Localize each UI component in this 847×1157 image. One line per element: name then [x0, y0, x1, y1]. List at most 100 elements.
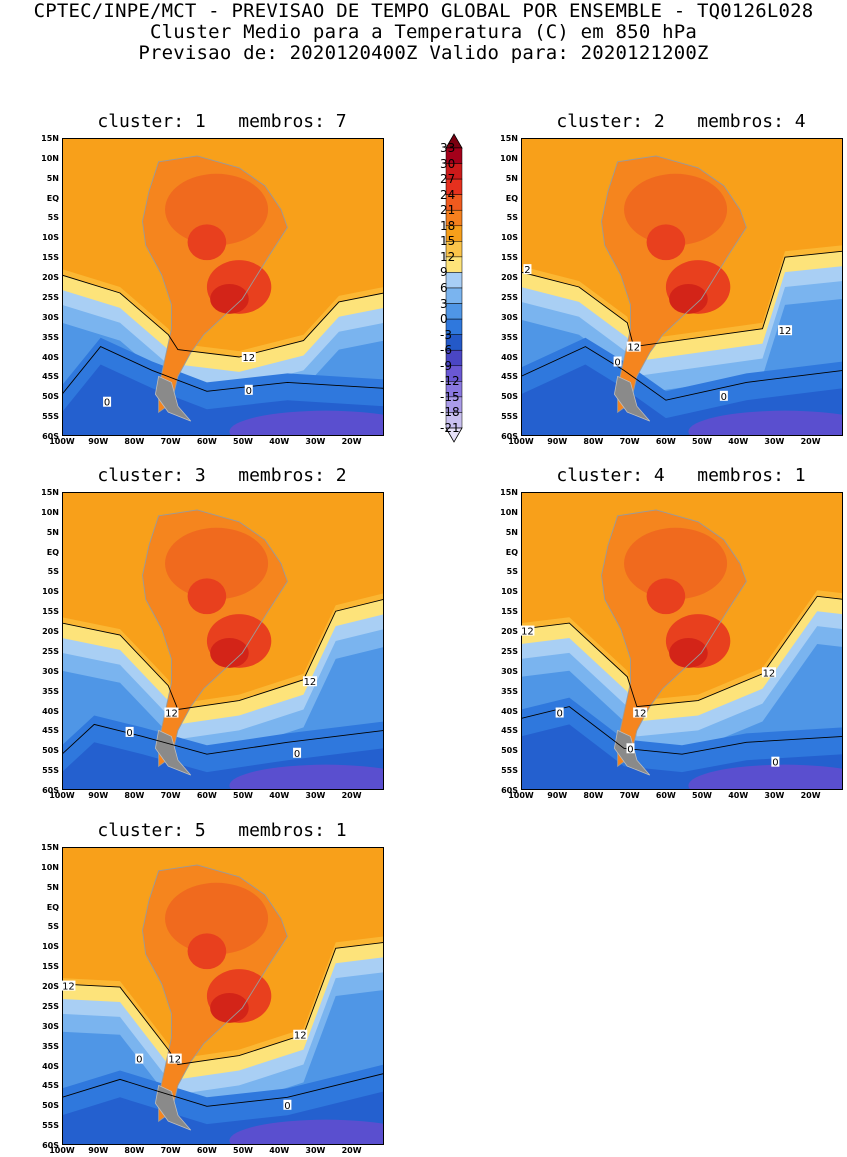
lat-label: 15N [41, 488, 59, 497]
contour-label-bg [135, 1053, 144, 1064]
lat-label: 5S [506, 567, 518, 577]
contour-label: 12 [304, 677, 317, 688]
contour-label-bg [626, 341, 641, 352]
temperature-map: 12 12 2 0 0 [521, 138, 843, 436]
lon-label: 40W [269, 437, 290, 446]
contour-label-bg [283, 1099, 292, 1110]
lat-label: 55S [42, 412, 59, 422]
lon-label: 20W [341, 791, 362, 800]
contour-label-bg [293, 747, 302, 758]
lat-label: 25S [42, 1001, 59, 1011]
lat-label: 10S [42, 587, 59, 597]
contour-label: 0 [614, 358, 620, 369]
lat-label: 40S [42, 1061, 59, 1071]
contour-label-bg [241, 352, 256, 363]
lat-label: 15N [500, 134, 518, 143]
lat-label: 5N [46, 527, 59, 537]
lat-label: 30S [501, 666, 518, 676]
contour-label-bg [103, 396, 112, 407]
lat-label: 15S [42, 253, 59, 263]
lat-label: 30S [42, 666, 59, 676]
lat-label: 40S [42, 352, 59, 362]
lon-label: 60W [196, 791, 217, 800]
lon-label: 40W [728, 791, 749, 800]
colorbar-level: 12 [440, 249, 456, 264]
lat-label: 20S [501, 273, 518, 283]
lat-label: 10N [500, 153, 518, 163]
lat-label: 5N [505, 527, 518, 537]
lon-label: 70W [160, 1146, 181, 1155]
lat-label: EQ [46, 193, 59, 203]
colorbar-level: 24 [440, 187, 456, 202]
contour-label-bg [771, 756, 780, 767]
lat-label: 10S [42, 942, 59, 952]
contour-label: 0 [126, 728, 132, 739]
lat-label: 50S [42, 746, 59, 756]
contour-label-bg [125, 726, 134, 737]
lat-label: 15S [42, 607, 59, 617]
contour-label: 12 [627, 343, 640, 354]
colorbar-scale [445, 133, 463, 443]
lon-label: 80W [124, 437, 145, 446]
lon-label: 60W [655, 437, 676, 446]
lat-label: 55S [501, 412, 518, 422]
lat-label: 55S [42, 1121, 59, 1131]
temperature-map: 12 12 0 0 [62, 492, 384, 790]
lon-label: 90W [88, 791, 109, 800]
lat-label: 50S [42, 392, 59, 402]
lon-label: 80W [583, 437, 604, 446]
lat-label: 25S [501, 646, 518, 656]
lon-label: 100W [49, 437, 75, 446]
contour-label: 12 [634, 709, 647, 720]
lat-label: 25S [42, 292, 59, 302]
contour-label: 0 [294, 749, 300, 760]
lat-label: 15S [42, 962, 59, 972]
colorbar-level: 6 [440, 281, 448, 295]
contour-label-bg [613, 356, 622, 367]
lon-label: 30W [305, 437, 326, 446]
lon-label: 90W [88, 1146, 109, 1155]
lat-label: 35S [42, 686, 59, 696]
lat-label: 60S [42, 432, 59, 441]
lat-label: 40S [501, 706, 518, 716]
lon-label: 100W [49, 1146, 75, 1155]
colorbar-level: 9 [440, 265, 448, 280]
lat-label: 5S [47, 213, 59, 223]
contour-label: 0 [556, 709, 562, 720]
panel-title: cluster: 1 membros: 7 [97, 111, 347, 132]
lat-label: 60S [42, 786, 59, 795]
colorbar-level: -9 [440, 358, 452, 373]
lon-label: 40W [269, 1146, 290, 1155]
lat-label: 5N [505, 173, 518, 183]
lat-label: 5N [46, 173, 59, 183]
lat-label: 20S [42, 982, 59, 992]
lat-label: 30S [42, 312, 59, 322]
lon-label: 40W [269, 791, 290, 800]
colorbar-level: -18 [440, 405, 460, 420]
contour-label-bg [555, 707, 564, 718]
colorbar-level: 27 [440, 172, 456, 187]
header-title: CPTEC/INPE/MCT - PREVISAO DE TEMPO GLOBA… [33, 0, 814, 22]
contour-label-bg [521, 625, 535, 636]
colorbar-level: 21 [440, 203, 456, 218]
contour-label-bg [523, 264, 532, 275]
contour-label-bg [244, 384, 253, 395]
header-dates: Previsao de: 2020120400Z Valido para: 20… [138, 42, 709, 64]
lon-label: 100W [508, 437, 534, 446]
lat-label: EQ [505, 547, 518, 557]
contour-label: 12 [242, 353, 255, 364]
lon-label: 90W [547, 791, 568, 800]
lat-label: 25S [42, 646, 59, 656]
lon-label: 20W [800, 791, 821, 800]
contour-label: 12 [294, 1031, 307, 1042]
panel-title: cluster: 5 membros: 1 [97, 820, 347, 841]
contour-label: 0 [136, 1055, 142, 1066]
lon-label: 60W [196, 1146, 217, 1155]
lon-label: 30W [305, 791, 326, 800]
colorbar-level: 15 [440, 234, 456, 249]
lon-label: 80W [583, 791, 604, 800]
colorbar-swatch [445, 303, 463, 320]
panel-title: cluster: 2 membros: 4 [556, 111, 806, 132]
lat-label: 40S [42, 706, 59, 716]
lat-label: 10N [41, 862, 59, 872]
